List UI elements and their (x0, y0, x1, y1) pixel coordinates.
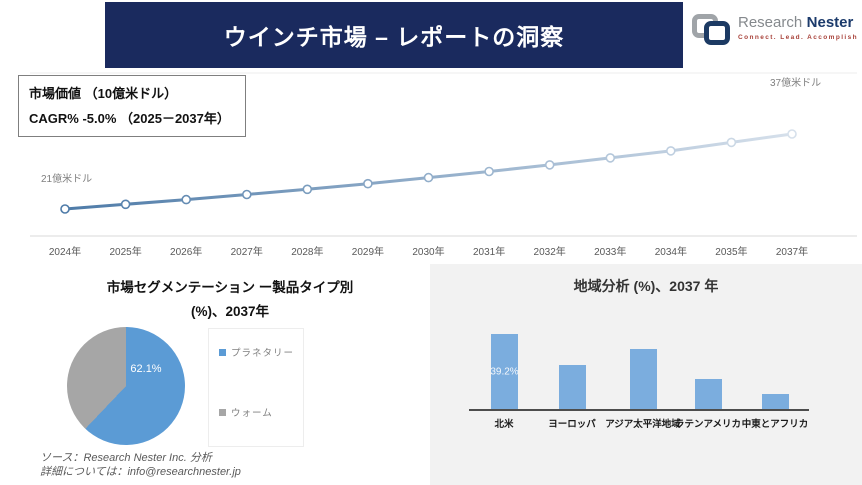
segmentation-pie-chart: 62.1% (67, 327, 185, 445)
market-value-line-chart (30, 72, 857, 237)
x-axis-tick-label: 2029年 (351, 247, 385, 258)
regional-bar-chart: 39.2% 北米 ヨーロッパ アジア太平洋地域 ラテンアメリカ 中東とアフリカ (430, 264, 862, 485)
line-data-point (665, 146, 676, 156)
pie-chart-subtitle: (%)、2037年 (190, 304, 270, 319)
line-start-value-label: 21億米ドル (41, 174, 93, 185)
bar-category-label: ラテンアメリカ (674, 419, 742, 430)
line-data-point (605, 153, 616, 163)
company-logo: Research Nester Connect. Lead. Accomplis… (692, 8, 858, 54)
line-data-point (484, 166, 494, 177)
bar-chart-title: 地域分析 (%)、2037 年 (573, 278, 719, 294)
line-end-value-label: 37億米ドル (770, 78, 822, 89)
region-bar-2 (630, 349, 657, 409)
pie-chart-title: 市場セグメンテーション ー製品タイプ別 (106, 280, 354, 295)
contact-line: 詳細については：info@researchnester.jp (40, 466, 241, 478)
legend-swatch-blue (219, 348, 226, 356)
line-data-point (544, 160, 555, 170)
x-axis-tick-label: 2032年 (533, 247, 566, 258)
line-data-point (726, 137, 737, 148)
legend-label: ウォーム (231, 408, 273, 419)
page-title: ウインチ市場 – レポートの洞察 (223, 24, 565, 50)
x-axis-tick-label: 2033年 (594, 247, 627, 258)
bar-category-label: 中東とアフリカ (741, 419, 809, 430)
header-banner: ウインチ市場 – レポートの洞察 (105, 2, 683, 68)
legend-swatch-gray (219, 408, 226, 416)
region-bar-4 (762, 394, 789, 409)
region-bar-0: 39.2% (490, 334, 519, 409)
line-data-point (363, 178, 373, 189)
bar-category-label: 北米 (494, 419, 514, 430)
line-data-point (242, 189, 252, 200)
pie-legend: プラネタリー ウォーム (208, 328, 304, 447)
region-bar-1 (559, 365, 586, 409)
market-value-box: 市場価値 （10億米ドル） CAGR% -5.0% （2025－2037年） (18, 75, 246, 137)
x-axis-tick-label: 2026年 (170, 247, 203, 258)
x-axis-tick-label: 2035年 (715, 247, 748, 258)
line-data-point (60, 204, 70, 214)
x-axis-tick-label: 2030年 (412, 247, 445, 258)
logo-brand-primary: Research (738, 14, 803, 31)
pie-data-label: 62.1% (130, 363, 162, 375)
x-axis-labels: 2024年 2025年 2026年 2027年 2028年 2029年 2030年 2031年… (0, 243, 862, 259)
line-data-point (302, 184, 313, 195)
x-axis-tick-label: 2028年 (291, 247, 324, 258)
x-axis-tick-label: 2037年 (775, 247, 809, 258)
bar-axis-line (469, 409, 809, 411)
source-line: ソース：Research Nester Inc. 分析 (40, 452, 212, 464)
logo-text: Research Nester Connect. Lead. Accomplis… (738, 14, 858, 41)
x-axis-tick-label: 2034年 (654, 247, 687, 258)
line-data-point (787, 129, 797, 139)
x-axis-tick-label: 2031年 (472, 247, 506, 258)
line-data-point (423, 172, 434, 183)
line-data-point (181, 194, 191, 205)
x-axis-tick-label: 2024年 (48, 247, 82, 258)
x-axis-tick-label: 2027年 (230, 247, 263, 258)
legend-label: プラネタリー (231, 348, 295, 359)
market-value-label: 市場価値 （10億米ドル） (29, 86, 178, 101)
chain-link-navy-icon (704, 21, 730, 45)
regional-analysis-panel: 地域分析 (%)、2037 年 39.2% 北米 ヨーロッパ アジア太平洋地域 ラテンア… (430, 264, 862, 485)
region-bar-3 (695, 379, 722, 409)
logo-brand-secondary: Nester (806, 14, 854, 31)
bar-category-label: ヨーロッパ (548, 419, 596, 430)
legend-item-planetary: プラネタリー (219, 345, 294, 359)
cagr-label: CAGR% -5.0% （2025－2037年） (29, 111, 230, 126)
footer-source: ソース：Research Nester Inc. 分析 詳細については：info… (40, 451, 241, 479)
line-data-point (120, 199, 131, 210)
bar-category-label: アジア太平洋地域 (605, 419, 681, 430)
market-value-line (64, 132, 793, 211)
x-axis-tick-label: 2025年 (109, 247, 142, 258)
chain-link-icon (692, 12, 734, 50)
legend-item-worm: ウォーム (219, 405, 273, 419)
bar-data-label: 39.2% (490, 366, 519, 377)
logo-tagline: Connect. Lead. Accomplish (738, 34, 858, 41)
